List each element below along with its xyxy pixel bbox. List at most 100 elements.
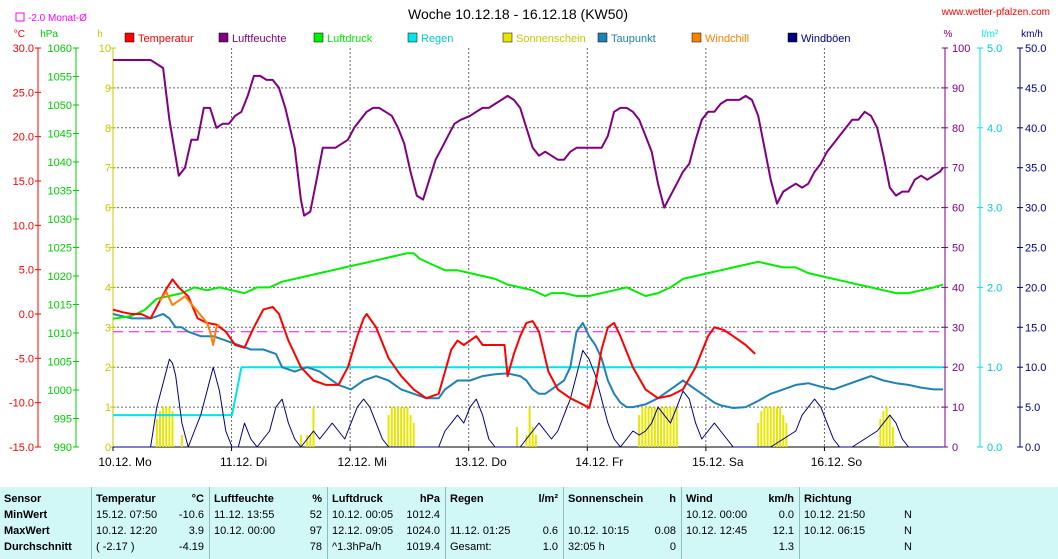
pressure-tick-label: 1045 [48,129,72,141]
humidity-tick-label: 100 [952,43,970,55]
wind-tick-label: 0.0 [1025,442,1040,454]
statistics-table: Sensor MinWert MaxWert Durchschnitt Temperat… [0,487,1058,559]
legend-label-1: Luftfeuchte [232,33,286,45]
chart-title: Woche 10.12.18 - 16.12.18 (KW50) [408,6,628,22]
temperature-tick-label: 20.0 [13,132,34,144]
wind-tick-label: 25.0 [1025,243,1046,255]
sunshine-bar [387,415,390,447]
x-label-4: 14.12. Fr [575,455,623,469]
stats-header: Richtung [804,493,852,505]
stats-unit: l/m² [538,493,558,505]
series-line-windchill [159,290,221,346]
series-line-luftfeuchte [113,59,944,217]
site-link[interactable]: www.wetter-pfalzen.com [941,7,1050,18]
sunshine-bar [403,407,406,447]
sunshine-bar [525,435,528,447]
sunshine-tick-label: 7 [105,163,111,175]
legend-swatch-7 [787,32,798,43]
sunshine-bar [779,407,782,447]
stats-cell-value: N [904,509,912,521]
stats-cell-value: N [904,525,912,537]
sunshine-tick-label: 0 [105,442,111,454]
sunshine-bar [650,407,653,447]
legend-label-6: Windchill [705,33,749,45]
temperature-tick-label: -10.0 [9,398,34,410]
legend-swatch-0 [124,32,135,43]
stats-column: Sonnenschein h 10.12. 10:15 0.08 32:05 h 0 [563,487,682,559]
stats-cell-time: 10.12. 00:00 [686,509,748,521]
sunshine-bars [155,407,894,447]
sunshine-bar [653,407,656,447]
pressure-tick-label: 1060 [48,43,72,55]
weather-chart: Woche 10.12.18 - 16.12.18 (KW50) www.wet… [8,6,1050,469]
sunshine-tick-label: 9 [105,83,111,95]
stats-header: Regen [450,493,484,505]
stats-cell-value: 97 [309,525,322,537]
sunshine-bar [406,407,409,447]
series-line-luftdruck [112,252,944,320]
stats-column: Luftfeuchte% 11.12. 13:55 52 10.12. 00:00 97… [209,487,328,559]
x-label-1: 11.12. Di [220,455,267,469]
stats-column: Temperatur °C 15.12. 07:50 -10.6 10.12. 12:2… [91,487,210,559]
stats-header: Sonnenschein [568,493,644,505]
pressure-tick-label: 1050 [48,100,72,112]
sunshine-tick-label: 1 [105,402,111,414]
sunshine-bar [776,407,778,447]
pressure-tick-label: 1000 [48,385,72,397]
stats-cell-value: 1019.4 [406,541,440,553]
sunshine-bar [531,427,534,447]
stats-row-label: MinWert [4,509,48,521]
stats-cell-value: 0 [669,541,676,553]
stats-cell-time: 10.12. 21:50 [804,509,866,521]
sunshine-bar [672,407,675,447]
rain-tick-label: 2.0 [987,282,1002,294]
humidity-unit-label: % [944,29,953,40]
x-label-3: 13.12. Do [455,455,507,469]
legend-label-4: Sonnenschein [516,33,586,45]
rain-tick-label: 0.0 [987,442,1002,454]
sunshine-tick-label: 6 [105,203,111,215]
legend-label-0: Temperatur [138,33,194,45]
sunshine-bar [638,415,641,447]
legend-swatch-6 [691,32,702,43]
pressure-tick-label: 1005 [48,357,72,369]
rain-tick-label: 3.0 [987,203,1002,215]
sunshine-bar [306,435,309,447]
sunshine-unit-label: h [97,29,103,40]
sunshine-bar [299,435,302,447]
pressure-tick-label: 1040 [48,157,72,169]
temperature-tick-label: 30.0 [13,43,34,55]
stats-cell-time: Gesamt: [450,541,492,553]
pressure-tick-label: 1030 [48,214,72,226]
humidity-tick-label: 30 [952,322,964,334]
legend-swatch-3 [407,32,418,43]
monat-avg-legend-box [15,12,25,22]
sunshine-bar [393,407,396,447]
stats-cell-value: 3.9 [188,525,204,537]
pressure-tick-label: 1015 [48,300,72,312]
stats-column: Regen l/m² 11.12. 01:25 0.6 Gesamt: 1.0 [445,487,564,559]
rain-unit-label: l/m² [982,29,999,40]
sunshine-tick-label: 4 [105,282,111,294]
sunshine-bar [769,407,772,447]
sunshine-bar [666,407,669,447]
temperature-tick-label: -5.0 [15,353,34,365]
stats-cell-time: 11.12. 13:55 [214,509,275,521]
sunshine-tick-label: 2 [105,362,111,374]
wind-tick-label: 50.0 [1025,43,1046,55]
sunshine-bar [757,423,760,447]
sunshine-bar [528,407,531,447]
wind-tick-label: 15.0 [1025,322,1046,334]
chart-legend: Temperatur Luftfeuchte Luftdruck Regen Sonne… [124,32,851,45]
temperature-tick-label: 25.0 [13,87,34,99]
stats-column: Richtung 10.12. 21:50 N 10.12. 06:15 N N [799,487,918,559]
sunshine-bar [165,407,168,447]
humidity-tick-label: 50 [952,243,964,255]
sunshine-bar [641,407,644,447]
stats-cell-value: 1.3 [778,541,794,553]
legend-label-7: Windböen [801,33,851,45]
stats-cell-value: 1024.0 [406,525,440,537]
sunshine-bar [644,407,647,447]
sunshine-tick-label: 10 [99,43,111,55]
pressure-tick-label: 1025 [48,243,72,255]
